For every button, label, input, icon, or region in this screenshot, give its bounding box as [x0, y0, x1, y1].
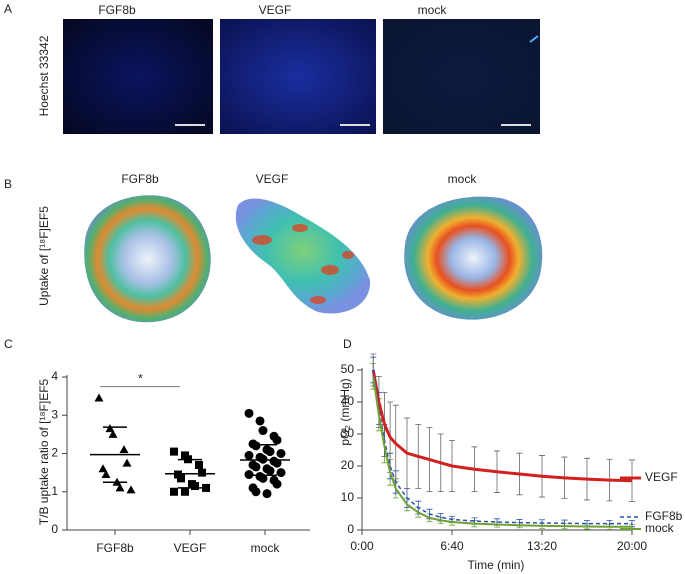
data-point	[276, 449, 286, 458]
panel-label: D	[343, 337, 352, 351]
panel-label: A	[4, 2, 12, 16]
row-label: Uptake of [¹⁸F]EF5	[37, 206, 51, 306]
column-label: FGF8b	[98, 3, 136, 17]
y-tick-label: 20	[341, 458, 355, 472]
data-point	[272, 458, 282, 468]
legend-label: FGF8b	[645, 509, 683, 523]
data-point	[265, 466, 275, 476]
uptake-image	[235, 198, 371, 314]
data-point	[195, 460, 203, 469]
data-point	[258, 454, 268, 464]
data-point	[276, 468, 286, 478]
data-point	[272, 435, 282, 445]
x-tick-label: 6:40	[440, 539, 464, 553]
series-line	[371, 369, 633, 483]
x-tick-label: 0:00	[350, 539, 374, 553]
data-point	[170, 447, 178, 456]
data-point	[119, 445, 129, 454]
data-point	[255, 416, 265, 426]
x-tick-label: FGF8b	[96, 541, 134, 555]
data-point	[94, 393, 104, 402]
data-point	[272, 479, 282, 489]
data-point	[177, 474, 185, 483]
significance-label: *	[138, 372, 143, 386]
y-tick-label: 3	[51, 407, 58, 421]
artifact	[529, 35, 539, 43]
y-axis-title: T/B uptake ratio of [¹⁸F]EF5	[37, 378, 51, 525]
series-line	[372, 376, 632, 528]
data-point	[244, 450, 254, 460]
x-tick-label: VEGF	[174, 541, 207, 555]
data-point	[258, 426, 268, 436]
y-tick-label: 10	[341, 490, 355, 504]
data-point	[244, 470, 254, 480]
y-tick-label: 40	[341, 394, 355, 408]
panel-label: C	[4, 337, 13, 351]
column-label: VEGF	[256, 172, 289, 186]
column-label: mock	[448, 172, 478, 186]
data-point	[251, 487, 261, 497]
legend-label: mock	[645, 521, 675, 535]
y-tick-label: 50	[341, 362, 355, 376]
micrograph	[383, 19, 540, 134]
column-label: FGF8b	[121, 172, 159, 186]
column-label: VEGF	[259, 3, 292, 17]
hotspots	[252, 224, 354, 304]
data-point	[105, 424, 115, 433]
series-line	[372, 369, 632, 525]
x-tick-label: 13:20	[527, 539, 557, 553]
uptake-image	[84, 195, 211, 323]
row-label: Hoechst 33342	[37, 35, 51, 116]
column-label: mock	[418, 3, 448, 17]
y-tick-label: 4	[51, 369, 58, 383]
data-point	[198, 468, 206, 477]
uptake-image	[404, 196, 543, 320]
legend-label: VEGF	[645, 470, 678, 484]
data-point	[126, 485, 136, 494]
data-point	[251, 441, 261, 451]
y-tick-label: 0	[51, 522, 58, 536]
data-point	[191, 482, 199, 491]
data-point	[202, 483, 210, 492]
micrograph	[220, 19, 376, 134]
y-tick-label: 30	[341, 426, 355, 440]
data-point	[262, 489, 272, 499]
data-point	[108, 429, 118, 438]
micrograph	[63, 19, 213, 134]
x-tick-label: mock	[251, 541, 281, 555]
data-point	[251, 462, 261, 472]
data-point	[244, 408, 254, 418]
y-axis-title: pO₂ (mmHg)	[338, 378, 352, 445]
data-point	[115, 483, 125, 492]
y-tick-label: 0	[347, 522, 354, 536]
data-point	[98, 464, 108, 473]
data-point	[258, 473, 268, 483]
data-point	[122, 458, 132, 467]
x-tick-label: 20:00	[617, 539, 647, 553]
y-tick-label: 2	[51, 446, 58, 460]
y-tick-label: 1	[51, 484, 58, 498]
data-point	[101, 470, 111, 479]
data-point	[170, 487, 178, 496]
data-point	[265, 447, 275, 457]
data-point	[181, 487, 189, 496]
panel-label: B	[4, 177, 12, 191]
x-axis-title: Time (min)	[468, 558, 525, 572]
